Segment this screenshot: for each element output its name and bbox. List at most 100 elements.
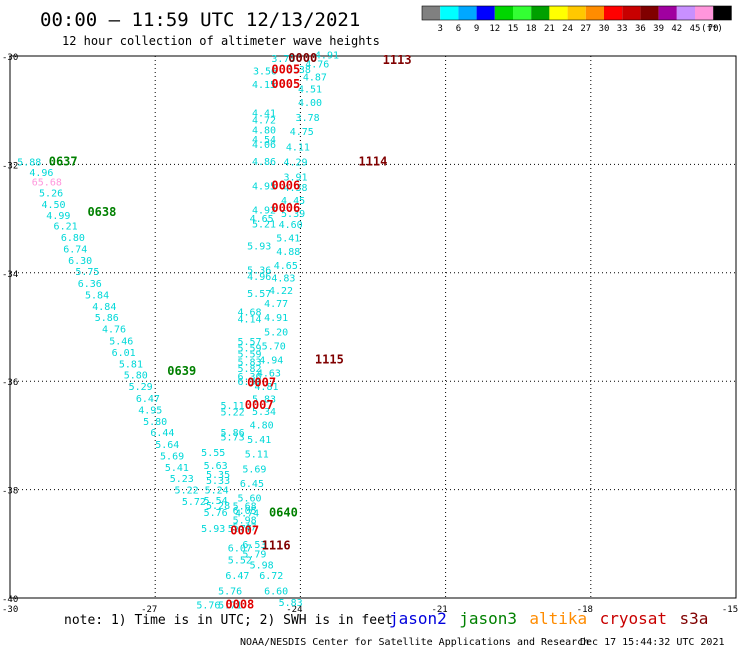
- wave-height-label: 5.26: [39, 189, 63, 200]
- satellite-label: jason3: [459, 609, 517, 628]
- wave-height-label: 4.76: [102, 325, 126, 336]
- wave-height-label: 4.15: [252, 80, 276, 91]
- pass-time-label: 0637: [49, 155, 78, 169]
- wave-height-label: 5.80: [124, 371, 148, 382]
- y-tick-label: -38: [2, 487, 18, 497]
- wave-height-label: 4.84: [92, 302, 116, 313]
- color-swatch: [585, 6, 604, 20]
- color-swatch: [458, 6, 477, 20]
- wave-height-label: 6.05: [233, 506, 257, 517]
- wave-height-label: 4.92: [252, 205, 276, 216]
- pass-time-label: 0640: [269, 505, 298, 519]
- color-scale-label: 9: [474, 24, 479, 34]
- color-scale-label: 42: [671, 24, 682, 34]
- wave-height-label: 5.47: [233, 522, 257, 533]
- wave-height-label: 5.84: [85, 290, 109, 301]
- pass-time-label: 0000: [288, 51, 317, 65]
- color-scale-label: 18: [526, 24, 537, 34]
- wave-height-label: 5.59: [237, 344, 261, 355]
- grid-lines: [10, 56, 736, 598]
- color-swatch: [549, 6, 568, 20]
- wave-height-label: 6.47: [136, 394, 160, 405]
- wave-height-label: 6.72: [259, 571, 283, 582]
- x-tick-label: -24: [286, 605, 302, 615]
- wave-height-label: 4.06: [252, 140, 276, 151]
- corner-tick-label: -30: [2, 605, 18, 615]
- wave-height-label: 4.99: [46, 211, 70, 222]
- wave-height-label: 6.45: [240, 479, 264, 490]
- wave-height-label: 5.39: [281, 209, 305, 220]
- wave-height-label: 4.68: [237, 307, 261, 318]
- wave-height-label: 6.21: [54, 222, 78, 233]
- wave-height-label: 5.11: [245, 449, 269, 460]
- wave-height-label: 3.56: [253, 67, 277, 78]
- pass-time-label: 0007: [245, 398, 274, 412]
- pass-time-label: 0005: [271, 77, 300, 91]
- color-scale-label: 45: [690, 24, 701, 34]
- color-swatch: [531, 6, 550, 20]
- wave-height-label: 4.94: [259, 356, 283, 367]
- wave-height-label: 4.29: [283, 158, 307, 169]
- pass-time-label: 1114: [358, 155, 387, 169]
- wave-height-label: 3.38: [287, 65, 311, 76]
- y-tick-label: -34: [2, 270, 18, 280]
- wave-height-label: 4.77: [264, 299, 288, 310]
- wave-height-label: 4.91: [315, 50, 339, 61]
- pass-time-label: 0008: [225, 598, 254, 612]
- wave-height-label: 4.63: [257, 369, 281, 380]
- color-swatch: [713, 6, 732, 20]
- wave-height-label: 5.82: [237, 364, 261, 375]
- color-swatch: [513, 6, 532, 20]
- wave-height-label: 5.69: [242, 464, 266, 475]
- pass-time-label: 0007: [230, 523, 259, 537]
- plot-frame: [9, 55, 737, 599]
- color-swatch: [658, 6, 677, 20]
- footer-credit: NOAA/NESDIS Center for Satellite Applica…: [240, 637, 589, 648]
- wave-height-label: 3.73: [271, 54, 295, 65]
- color-scale-legend: [421, 5, 732, 21]
- color-scale-label: 30: [599, 24, 610, 34]
- wave-height-label: 5.21: [252, 219, 276, 230]
- wave-height-label: 4.11: [286, 143, 310, 154]
- wave-height-label: 5.41: [276, 234, 300, 245]
- pass-time-label: 0007: [247, 375, 276, 389]
- pass-time-label: 0006: [271, 201, 300, 215]
- wave-height-label: 5.22: [221, 408, 245, 419]
- color-scale-border: [421, 5, 732, 21]
- wave-height-label: 5.46: [109, 337, 133, 348]
- footer-timestamp: Dec 17 15:44:32 UTC 2021: [580, 637, 725, 648]
- color-swatch: [604, 6, 623, 20]
- wave-height-label: 5.93: [201, 524, 225, 535]
- wave-height-label: 5.86: [95, 313, 119, 324]
- wave-height-label: 4.91: [264, 313, 288, 324]
- wave-height-label: 4.88: [276, 247, 300, 258]
- wave-height-label: 5.54: [204, 496, 228, 507]
- y-tick-label: -32: [2, 161, 18, 171]
- wave-height-label: 65.68: [32, 178, 62, 189]
- chart-subtitle: 12 hour collection of altimeter wave hei…: [62, 34, 380, 48]
- wave-height-label: 4.74: [235, 508, 259, 519]
- wave-height-label: 6.07: [228, 544, 252, 555]
- x-tick-label: -15: [722, 605, 738, 615]
- wave-height-label: 4.65: [274, 261, 298, 272]
- wave-height-label: 6.47: [225, 571, 249, 582]
- color-swatch: [640, 6, 659, 20]
- y-tick-label: -40: [2, 595, 18, 605]
- wave-height-label: 5.60: [237, 494, 261, 505]
- wave-height-label: 5.75: [75, 267, 99, 278]
- wave-height-label: 4.81: [254, 382, 278, 393]
- wave-height-label: 5.69: [160, 451, 184, 462]
- wave-height-label: 5.79: [242, 550, 266, 561]
- wave-height-label: 5.23: [170, 474, 194, 485]
- wave-height-label: 5.22: [175, 486, 199, 497]
- wave-height-label: 4.80: [250, 421, 274, 432]
- wave-height-label: 5.83: [279, 598, 303, 609]
- wave-height-label: 4.60: [279, 220, 303, 231]
- wave-height-label: 5.59: [237, 350, 261, 361]
- wave-height-label: 4.65: [250, 214, 274, 225]
- wave-height-label: 6.36: [78, 279, 102, 290]
- color-swatch: [676, 6, 695, 20]
- wave-height-label: 5.83: [252, 395, 276, 406]
- wave-height-label: 4.86: [252, 157, 276, 168]
